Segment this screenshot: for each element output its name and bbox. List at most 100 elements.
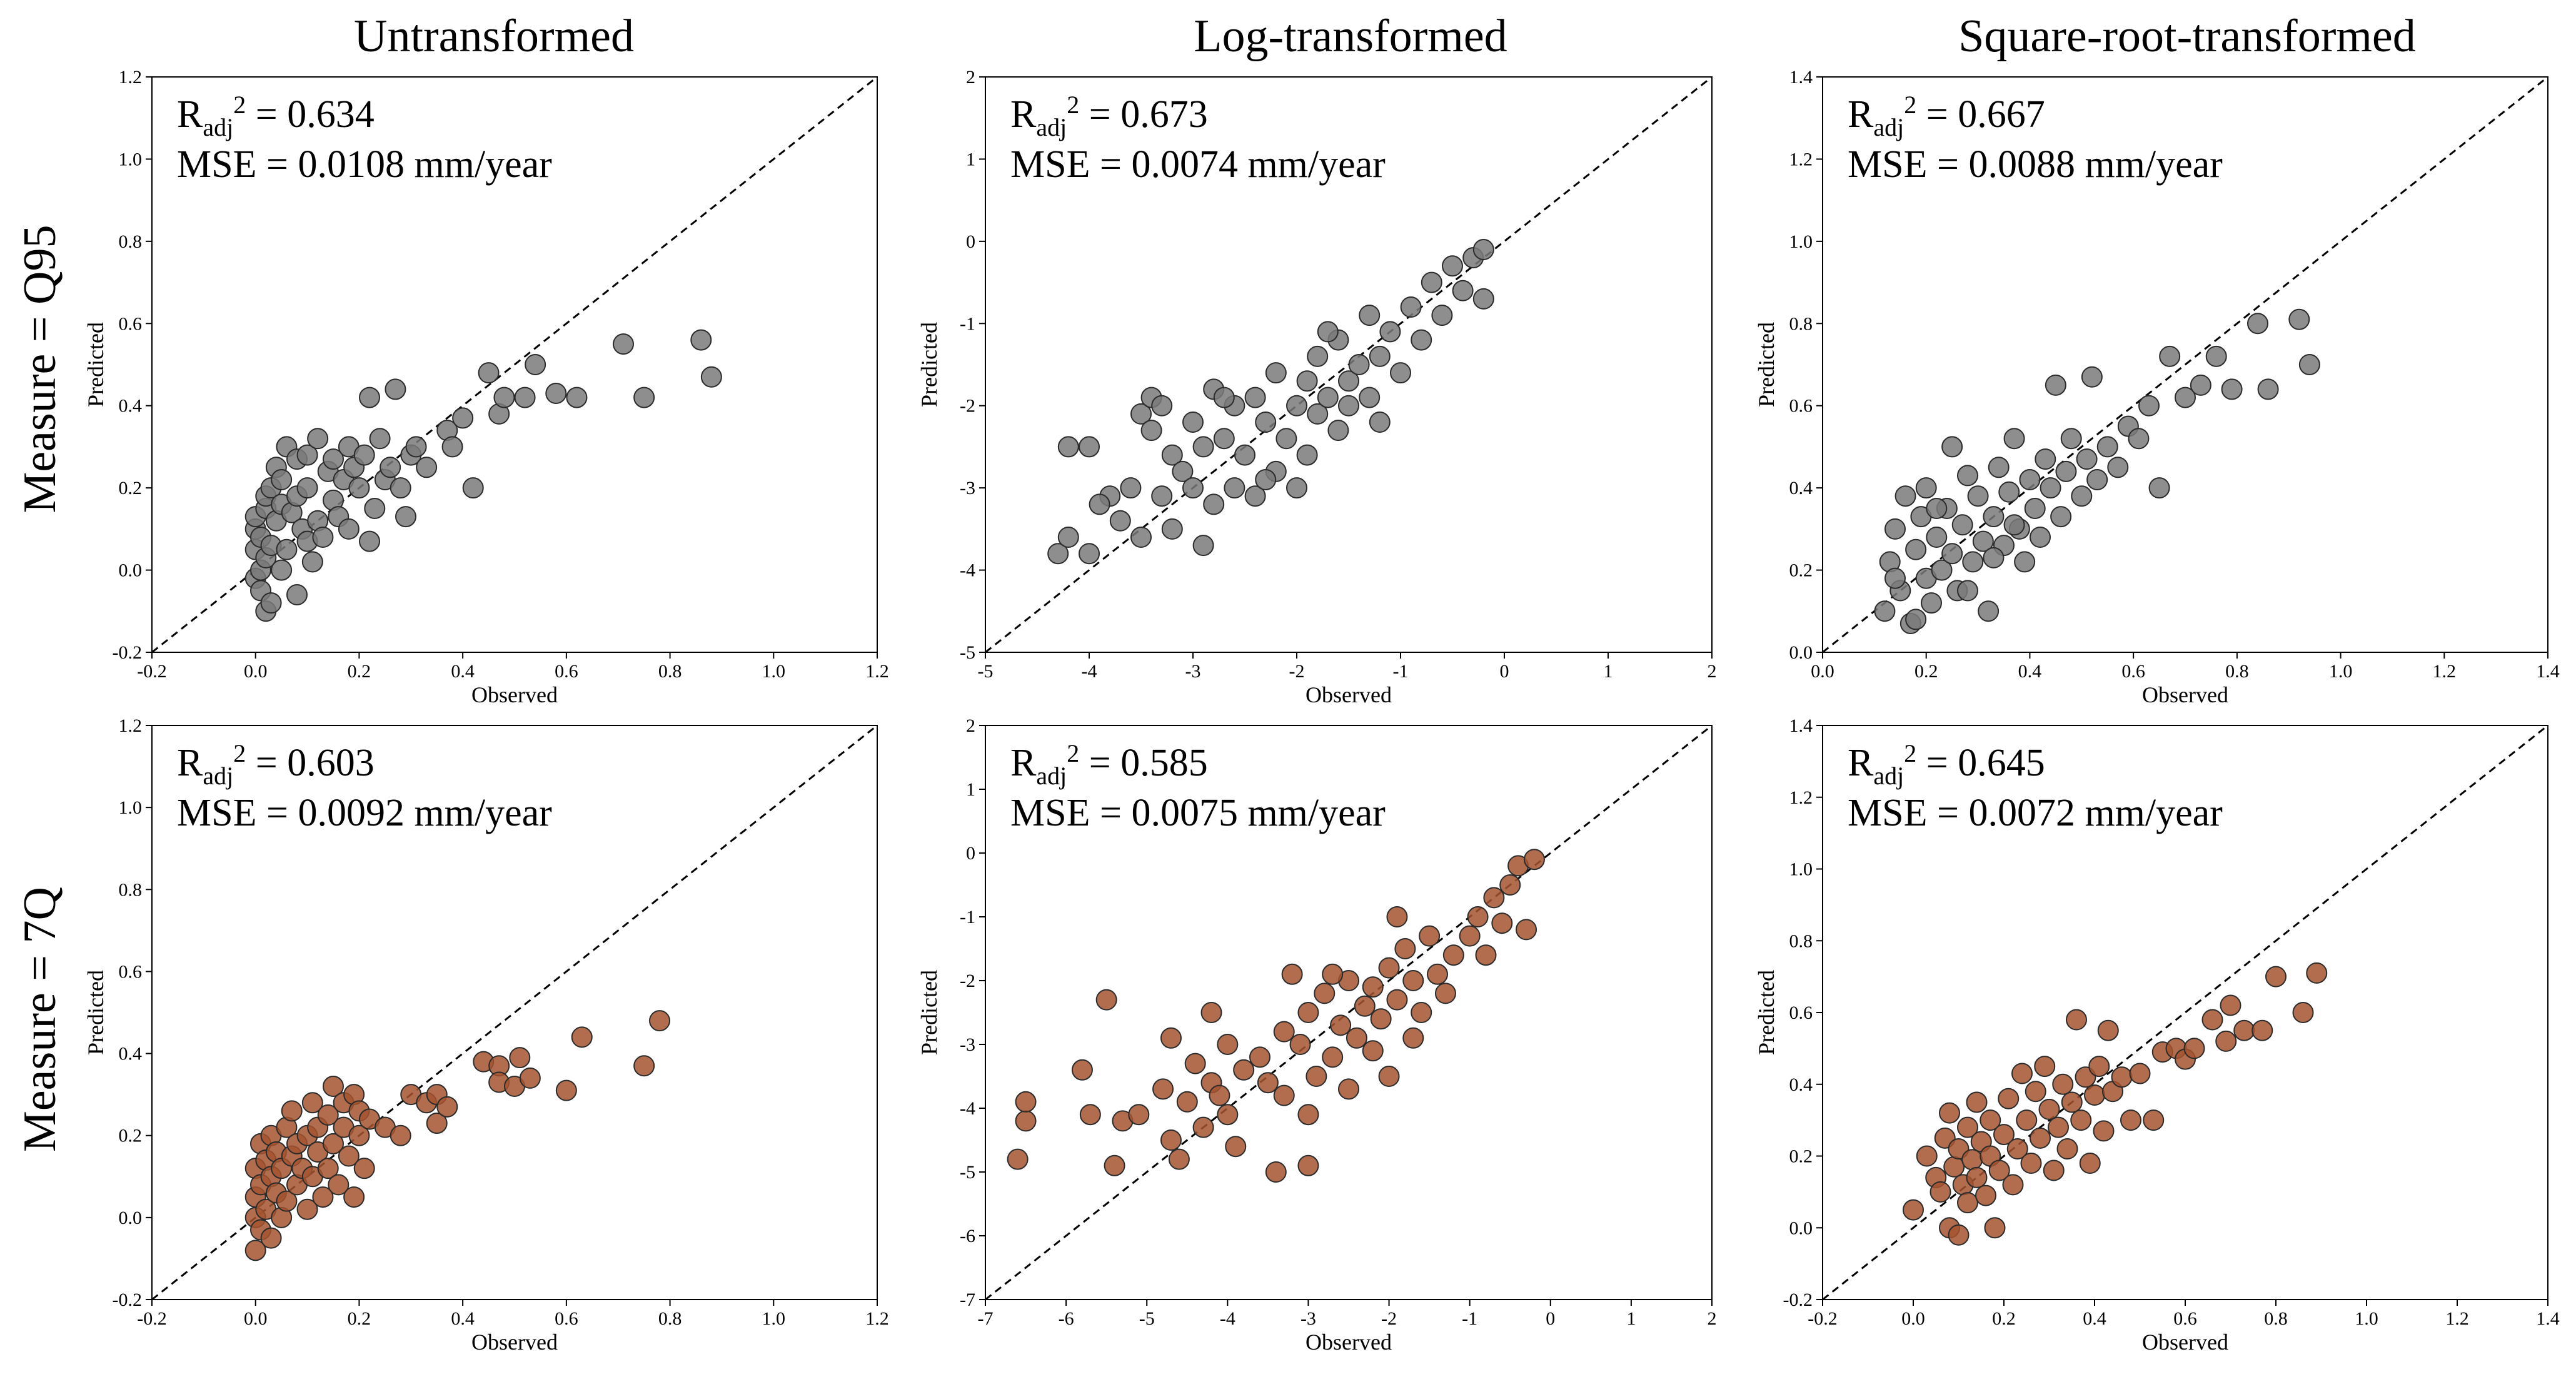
plot-frame	[985, 725, 1713, 1300]
x-tick-label: 2	[1708, 661, 1717, 682]
data-point	[323, 448, 344, 470]
y-tick-label: 1.2	[1789, 787, 1813, 808]
data-point	[1967, 485, 1989, 507]
data-point	[2020, 1152, 2042, 1174]
data-point	[1962, 551, 1984, 573]
data-point	[1160, 1027, 1182, 1049]
data-point	[1427, 963, 1449, 985]
data-point	[1983, 547, 2005, 568]
data-point	[1265, 362, 1287, 384]
x-tick-label: 1.0	[762, 1308, 786, 1329]
x-tick-label: 0.2	[348, 661, 371, 682]
data-point	[2038, 1098, 2060, 1120]
data-point	[2257, 378, 2279, 400]
panel-7Q-untransformed: -0.2 0.0 0.2 0.4 0.6 0.8 1.0 1.2 -0.2 0.0 0.2 0.4 0.…	[83, 715, 889, 1355]
y-tick-label: 0.2	[119, 1126, 143, 1146]
data-point	[2014, 551, 2036, 573]
data-point	[566, 386, 588, 408]
mse-annotation: MSE = 0.0074 mm/year	[1010, 143, 1386, 186]
data-point	[1951, 514, 1973, 536]
data-point	[514, 386, 536, 408]
x-tick-label: 0.8	[2225, 661, 2249, 682]
data-point	[296, 444, 318, 466]
data-point	[1172, 460, 1194, 482]
data-point	[1307, 403, 1329, 425]
x-tick-label: -6	[1059, 1308, 1074, 1329]
data-point	[1338, 370, 1359, 392]
data-point	[1346, 1027, 1367, 1049]
data-point	[2011, 1063, 2033, 1084]
data-point	[2056, 1138, 2078, 1160]
data-point	[1192, 436, 1214, 458]
data-point	[328, 1174, 350, 1196]
y-tick-label: 1.2	[1789, 149, 1813, 169]
data-point	[1516, 919, 1537, 941]
x-tick-label: 1.2	[865, 661, 889, 682]
data-point	[1472, 239, 1494, 260]
panel-7Q-sqrt: -0.2 0.0 0.2 0.4 0.6 0.8 1.0 1.2 1.4 -0.2 0.0 0.2 0.…	[1754, 715, 2560, 1355]
x-tick-label: -1	[1393, 661, 1409, 682]
x-tick-label: 0.4	[2018, 661, 2042, 682]
r2-annotation: Radj2 = 0.673	[1010, 91, 1208, 141]
x-tick-label: 0.4	[451, 661, 475, 682]
data-point	[338, 1145, 360, 1167]
data-point	[2030, 1127, 2051, 1149]
data-point	[323, 1133, 344, 1154]
data-point	[1491, 912, 1513, 934]
data-point	[1265, 1161, 1287, 1183]
data-point	[1182, 477, 1204, 499]
data-point	[1104, 1154, 1125, 1176]
data-point	[380, 457, 401, 478]
x-tick-label: 1.2	[865, 1308, 889, 1329]
data-point	[690, 329, 712, 351]
data-point	[1943, 1156, 1965, 1178]
data-point	[1160, 1129, 1182, 1151]
data-point	[1948, 1224, 1970, 1246]
data-point	[1275, 428, 1297, 450]
x-tick-label: 0.6	[2173, 1308, 2197, 1329]
data-point	[1369, 412, 1391, 433]
data-point	[2220, 994, 2241, 1016]
x-tick-label: 1.2	[2433, 661, 2457, 682]
data-point	[390, 477, 411, 499]
data-point	[1109, 510, 1131, 532]
data-point	[1161, 518, 1183, 540]
data-point	[1192, 535, 1214, 557]
y-tick-label: 0.0	[1789, 642, 1813, 663]
data-point	[2233, 1019, 2255, 1041]
data-point	[1057, 527, 1079, 548]
y-tick-label: 2	[966, 715, 975, 736]
data-point	[1244, 485, 1266, 507]
x-tick-label: 0.0	[1811, 661, 1834, 682]
x-tick-label: 0.2	[1992, 1308, 2016, 1329]
data-point	[2070, 1109, 2092, 1131]
data-point	[1213, 386, 1235, 408]
data-point	[2159, 345, 2181, 367]
mse-annotation: MSE = 0.0088 mm/year	[1848, 143, 2223, 186]
data-point	[2107, 457, 2129, 478]
x-tick-label: -0.2	[137, 1308, 167, 1329]
data-point	[1921, 592, 1942, 614]
data-point	[281, 1100, 303, 1122]
data-point	[1957, 465, 1978, 487]
x-axis-label: Observed	[2142, 682, 2228, 707]
data-point	[1217, 1104, 1239, 1126]
plot-frame	[985, 76, 1713, 653]
data-point	[649, 1010, 670, 1032]
y-tick-label: 0.0	[119, 1208, 143, 1228]
data-point	[2143, 1109, 2165, 1131]
y-tick-label: -0.2	[113, 1290, 143, 1310]
data-point	[1980, 1109, 2001, 1131]
data-point	[2066, 1009, 2087, 1031]
data-point	[2093, 1120, 2115, 1142]
data-point	[1957, 1116, 1978, 1138]
data-point	[296, 477, 318, 499]
data-point	[1884, 567, 1906, 589]
data-point	[1095, 989, 1117, 1011]
data-point	[525, 354, 546, 375]
data-point	[2025, 1081, 2046, 1103]
data-point	[301, 1092, 323, 1114]
data-point	[1192, 1116, 1214, 1138]
data-point	[1874, 600, 1896, 622]
